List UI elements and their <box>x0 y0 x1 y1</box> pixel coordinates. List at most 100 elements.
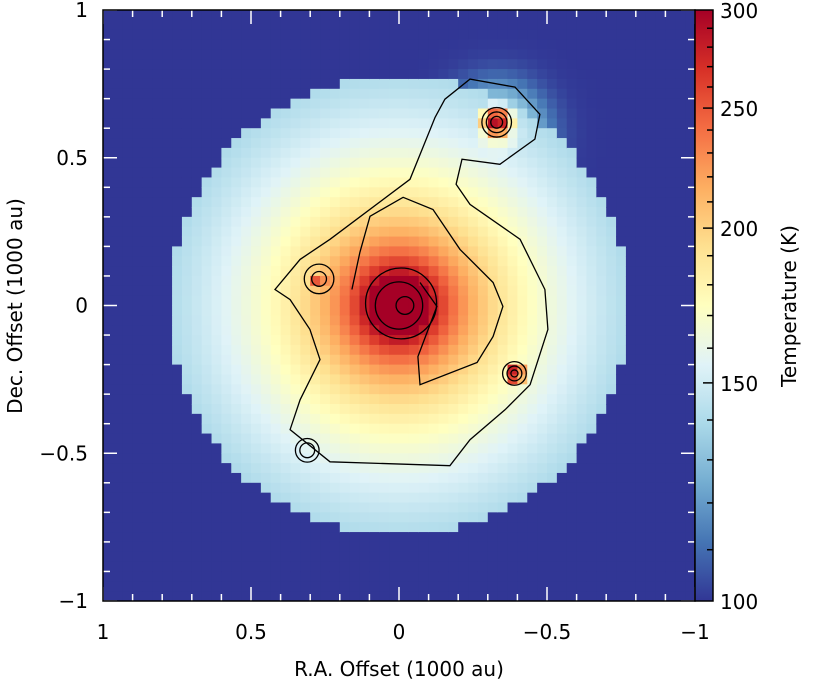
heatmap-cell <box>211 354 222 366</box>
heatmap-cell <box>152 325 163 336</box>
heatmap-cell <box>389 128 400 139</box>
heatmap-cell <box>122 226 134 238</box>
heatmap-cell <box>103 463 114 474</box>
heatmap-cell <box>418 69 430 80</box>
heatmap-cell <box>468 591 479 601</box>
heatmap-cell <box>487 59 499 70</box>
heatmap-cell <box>458 305 469 316</box>
heatmap-cell <box>576 285 588 297</box>
heatmap-cell <box>241 78 252 90</box>
heatmap-cell <box>497 413 509 425</box>
heatmap-cell <box>468 78 479 90</box>
heatmap-cell <box>221 571 232 582</box>
heatmap-cell <box>576 335 588 346</box>
heatmap-cell <box>329 128 341 139</box>
heatmap-cell <box>221 295 232 307</box>
heatmap-cell <box>606 394 617 405</box>
heatmap-cell <box>655 246 666 257</box>
heatmap-cell <box>625 404 637 415</box>
heatmap-cell <box>103 591 114 601</box>
heatmap-cell <box>112 19 124 31</box>
heatmap-cell <box>635 305 647 316</box>
heatmap-cell <box>448 138 459 149</box>
heatmap-cell <box>369 177 380 188</box>
heatmap-cell <box>507 29 518 41</box>
heatmap-cell <box>211 108 222 119</box>
heatmap-cell <box>300 236 311 247</box>
heatmap-cell <box>329 49 341 60</box>
heatmap-cell <box>300 512 311 523</box>
heatmap-cell <box>211 364 222 376</box>
heatmap-cell <box>438 384 449 395</box>
heatmap-cell <box>181 167 193 179</box>
heatmap-cell <box>517 581 528 592</box>
heatmap-cell <box>251 118 262 129</box>
heatmap-cell <box>448 325 459 336</box>
heatmap-cell <box>201 335 213 346</box>
heatmap-cell <box>112 344 124 356</box>
heatmap-cell <box>241 10 252 21</box>
heatmap-cell <box>458 88 469 100</box>
heatmap-cell <box>547 364 558 376</box>
heatmap-cell <box>438 39 449 50</box>
heatmap-cell <box>527 453 538 464</box>
heatmap-cell <box>675 39 686 50</box>
heatmap-cell <box>201 266 213 277</box>
heatmap-cell <box>458 197 469 208</box>
heatmap-cell <box>625 354 637 366</box>
heatmap-cell <box>665 472 676 484</box>
heatmap-cell <box>241 354 252 366</box>
heatmap-cell <box>655 98 666 110</box>
heatmap-cell <box>418 29 430 41</box>
heatmap-cell <box>260 285 272 297</box>
heatmap-cell <box>339 364 351 376</box>
heatmap-cell <box>231 571 242 582</box>
heatmap-cell <box>251 275 262 287</box>
heatmap-cell <box>142 98 153 110</box>
heatmap-cell <box>596 512 607 523</box>
heatmap-cell <box>231 285 242 297</box>
heatmap-cell <box>665 571 676 582</box>
heatmap-cell <box>231 591 242 601</box>
heatmap-cell <box>448 19 459 31</box>
heatmap-cell <box>625 157 637 169</box>
heatmap-cell <box>586 325 597 336</box>
heatmap-cell <box>596 443 607 454</box>
heatmap-cell <box>399 443 410 454</box>
heatmap-cell <box>477 541 489 553</box>
heatmap-cell <box>379 285 390 297</box>
heatmap-cell <box>260 49 272 60</box>
heatmap-cell <box>477 522 489 533</box>
heatmap-cell <box>517 315 528 326</box>
heatmap-cell <box>596 315 607 326</box>
heatmap-cell <box>517 19 528 31</box>
heatmap-cell <box>517 236 528 247</box>
heatmap-cell <box>537 413 548 425</box>
heatmap-cell <box>566 482 578 494</box>
heatmap-cell <box>142 404 153 415</box>
heatmap-cell <box>379 138 390 149</box>
heatmap-cell <box>418 256 430 267</box>
heatmap-cell <box>685 187 695 198</box>
heatmap-cell <box>556 472 568 484</box>
heatmap-cell <box>389 118 400 129</box>
heatmap-cell <box>477 197 489 208</box>
heatmap-cell <box>655 49 666 60</box>
heatmap-cell <box>152 502 163 513</box>
heatmap-cell <box>280 492 292 504</box>
heatmap-cell <box>349 443 361 454</box>
heatmap-cell <box>221 246 232 257</box>
heatmap-cell <box>310 157 321 169</box>
heatmap-cell <box>132 335 144 346</box>
heatmap-cell <box>201 246 213 257</box>
heatmap-cell <box>369 394 380 405</box>
heatmap-cell <box>201 541 213 553</box>
heatmap-cell <box>645 59 657 70</box>
heatmap-cell <box>260 98 272 110</box>
heatmap-cell <box>665 138 676 149</box>
heatmap-cell <box>655 157 666 169</box>
heatmap-cell <box>251 374 262 385</box>
heatmap-cell <box>389 581 400 592</box>
heatmap-cell <box>477 325 489 336</box>
heatmap-cell <box>103 315 114 326</box>
